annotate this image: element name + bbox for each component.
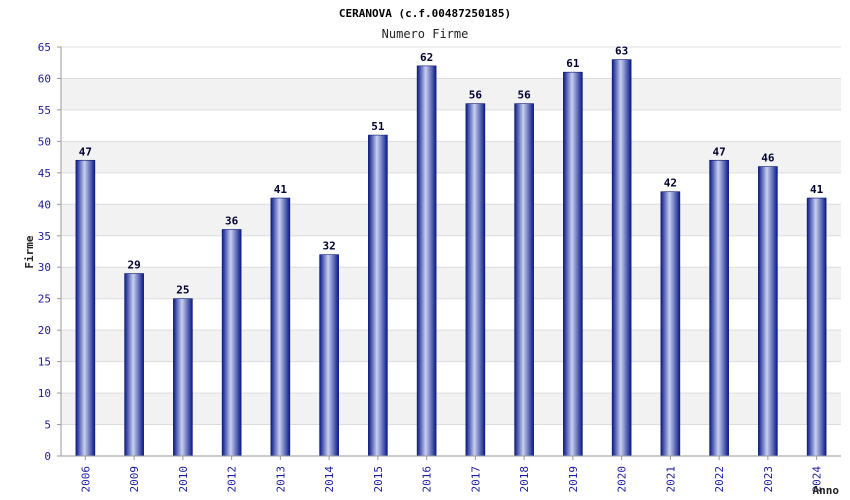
- x-axis-ticks: 2006 2009 2010 2012 2013 2014 2015 2016 2017 2018…: [79, 456, 824, 493]
- x-tick-label: 2016: [421, 466, 434, 493]
- bar: [514, 103, 534, 457]
- x-tick-label: 2024: [811, 466, 824, 493]
- x-tick-label: 2017: [469, 466, 482, 493]
- data-label: 61: [566, 57, 580, 70]
- x-tick-label: 2013: [274, 466, 287, 493]
- y-tick-label: 5: [44, 419, 51, 432]
- y-tick-label: 50: [38, 135, 51, 148]
- data-label: 29: [128, 259, 141, 272]
- data-label: 63: [615, 45, 628, 58]
- data-labels: 47 29 25 36 41 32 51 62 56 56 61 63 42 47 46 41: [79, 45, 824, 297]
- x-axis-label: Anno: [813, 484, 840, 497]
- data-label: 25: [176, 284, 189, 297]
- data-label: 62: [420, 51, 433, 64]
- y-tick-label: 30: [38, 261, 51, 274]
- y-axis-ticks: 0 5 10 15 20 25 30 35 40 45 50 55 60 65: [38, 41, 61, 463]
- y-tick-label: 35: [38, 230, 51, 243]
- bar: [270, 197, 291, 457]
- data-label: 47: [79, 145, 92, 158]
- x-tick-label: 2021: [664, 466, 677, 493]
- bar: [563, 71, 583, 457]
- data-label: 51: [371, 120, 385, 133]
- x-tick-label: 2012: [226, 466, 239, 493]
- bars: [75, 59, 827, 457]
- bar: [806, 197, 827, 457]
- bar: [465, 103, 486, 457]
- x-tick-label: 2006: [79, 466, 92, 493]
- chart-title: CERANOVA (c.f.00487250185): [339, 7, 511, 20]
- x-tick-label: 2022: [713, 466, 726, 493]
- chart-subtitle: Numero Firme: [382, 27, 469, 41]
- data-label: 56: [518, 89, 532, 102]
- x-tick-label: 2018: [518, 466, 531, 493]
- x-tick-label: 2010: [177, 466, 190, 493]
- bar: [368, 134, 388, 457]
- y-tick-label: 10: [38, 387, 51, 400]
- data-label: 41: [274, 183, 288, 196]
- bar: [319, 254, 339, 457]
- y-tick-label: 45: [38, 167, 51, 180]
- x-tick-label: 2020: [616, 466, 629, 493]
- data-label: 42: [664, 177, 677, 190]
- x-tick-label: 2015: [372, 466, 385, 493]
- bar: [173, 298, 193, 457]
- y-axis-label: Firme: [23, 235, 36, 268]
- y-tick-label: 15: [38, 356, 51, 369]
- data-label: 46: [761, 152, 775, 165]
- bar: [660, 191, 681, 457]
- y-tick-label: 20: [38, 324, 51, 337]
- y-tick-label: 55: [38, 104, 51, 117]
- bar: [124, 273, 144, 457]
- data-label: 56: [469, 89, 483, 102]
- x-tick-label: 2023: [762, 466, 775, 493]
- x-tick-label: 2014: [323, 466, 336, 493]
- y-tick-label: 25: [38, 293, 51, 306]
- data-label: 47: [713, 145, 726, 158]
- data-label: 41: [810, 183, 824, 196]
- y-tick-label: 60: [38, 72, 51, 85]
- y-tick-label: 40: [38, 198, 51, 211]
- bar: [758, 166, 778, 457]
- bar: [416, 65, 437, 457]
- y-tick-label: 65: [38, 41, 51, 54]
- bar: [75, 159, 96, 457]
- data-label: 36: [225, 214, 239, 227]
- x-tick-label: 2009: [128, 466, 141, 493]
- bar: [221, 229, 242, 457]
- bar: [611, 59, 632, 457]
- data-label: 32: [323, 240, 336, 253]
- bar: [709, 159, 729, 457]
- y-tick-label: 0: [44, 450, 51, 463]
- x-tick-label: 2019: [567, 466, 580, 493]
- grid-band: [61, 78, 841, 110]
